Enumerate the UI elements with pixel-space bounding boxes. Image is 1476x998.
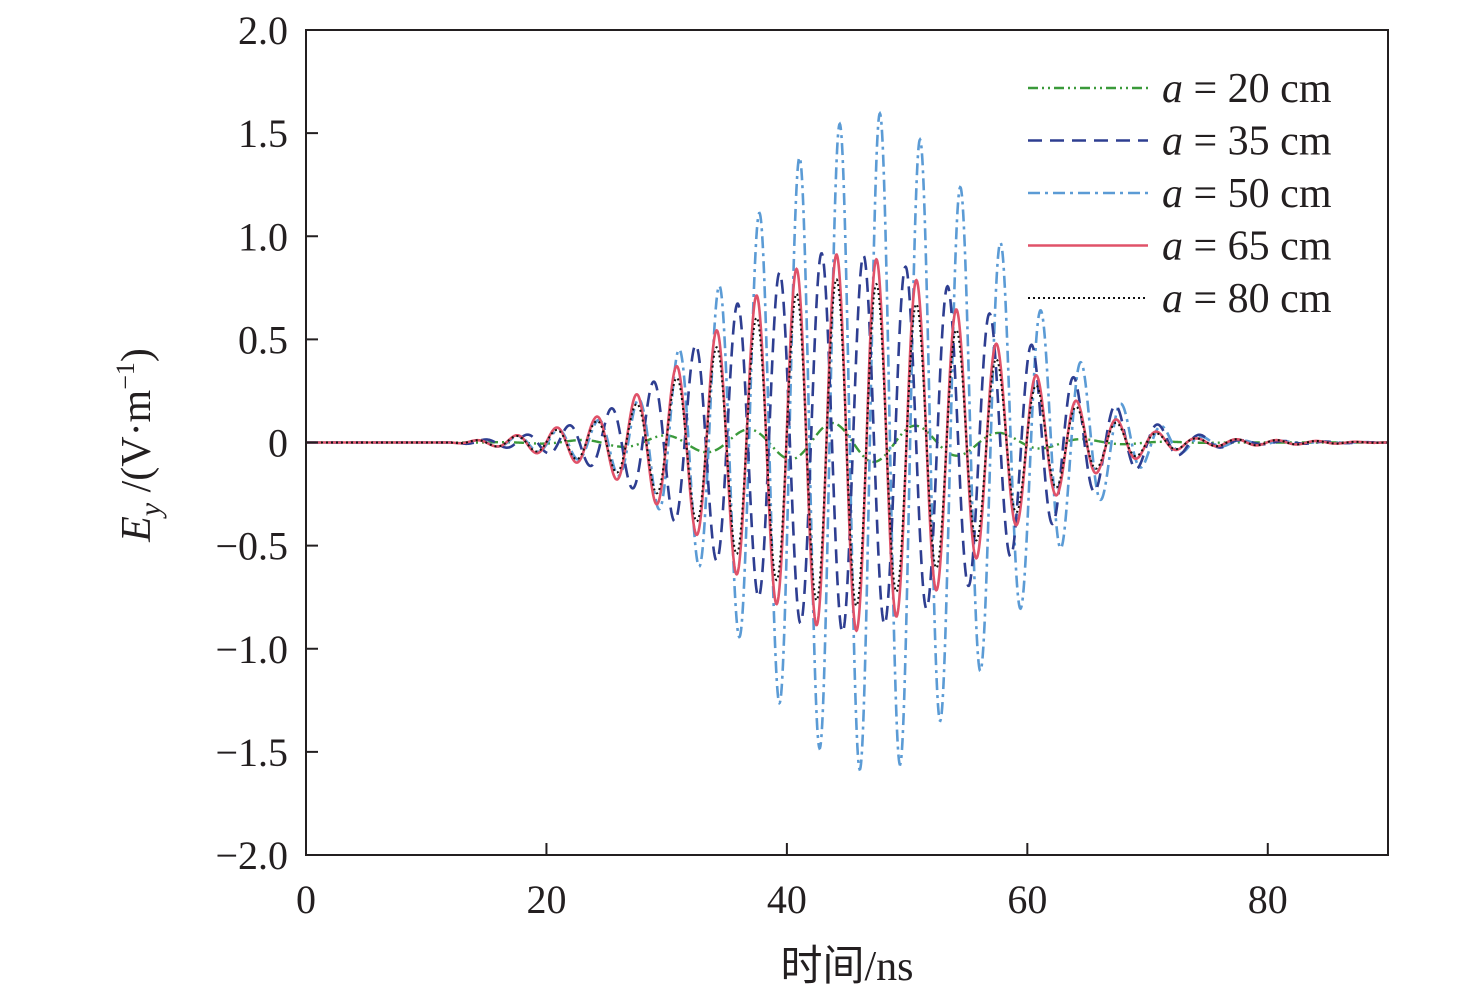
legend-label: a = 50 cm (1162, 171, 1332, 217)
y-tick-label: 1.5 (238, 111, 288, 156)
legend: a = 20 cma = 35 cma = 50 cma = 65 cma = … (1028, 66, 1332, 322)
legend-rest: = 80 cm (1183, 276, 1332, 322)
y-axis-title: Ey /(V·m−1) (111, 348, 167, 543)
legend-label: a = 80 cm (1162, 276, 1332, 322)
y-tick-label: 0.5 (238, 317, 288, 362)
series-layer (306, 110, 1389, 772)
y-tick-label: −0.5 (215, 524, 288, 569)
y-tick-label: −1.0 (215, 627, 288, 672)
y-tick-label: 0 (268, 421, 288, 466)
y-axis-symbol: E (114, 516, 160, 543)
legend-rest: = 50 cm (1183, 171, 1332, 217)
y-tick-label: 1.0 (238, 214, 288, 259)
x-tick-label: 40 (767, 877, 807, 922)
legend-label: a = 20 cm (1162, 66, 1332, 112)
y-tick-label: −1.5 (215, 730, 288, 775)
x-axis-title: 时间/ns (780, 944, 913, 990)
y-tick-label: −2.0 (215, 833, 288, 878)
legend-var: a (1162, 224, 1183, 270)
y-axis-unit-close: ) (114, 348, 160, 362)
y-axis-unit-exponent: −1 (111, 362, 140, 390)
legend-var: a (1162, 66, 1183, 112)
legend-rest: = 35 cm (1183, 119, 1332, 165)
legend-var: a (1162, 171, 1183, 217)
tick-layer: 0 20 40 60 80 2.0 1.5 1.0 0.5 0 −0.5 −1.0 −1.5 −2.0 (215, 8, 1287, 922)
x-tick-label: 60 (1007, 877, 1047, 922)
legend-rest: = 20 cm (1183, 66, 1332, 112)
x-tick-label: 20 (526, 877, 566, 922)
legend-var: a (1162, 119, 1183, 165)
legend-var: a (1162, 276, 1183, 322)
x-tick-label: 80 (1248, 877, 1288, 922)
x-tick-label: 0 (296, 877, 316, 922)
legend-label: a = 35 cm (1162, 119, 1332, 165)
legend-label: a = 65 cm (1162, 224, 1332, 270)
y-tick-label: 2.0 (238, 8, 288, 53)
y-axis-subscript: y (134, 502, 167, 519)
y-axis-unit: /(V·m (114, 389, 160, 502)
series-line (306, 252, 1389, 635)
series-line (306, 278, 1388, 608)
legend-rest: = 65 cm (1183, 224, 1332, 270)
